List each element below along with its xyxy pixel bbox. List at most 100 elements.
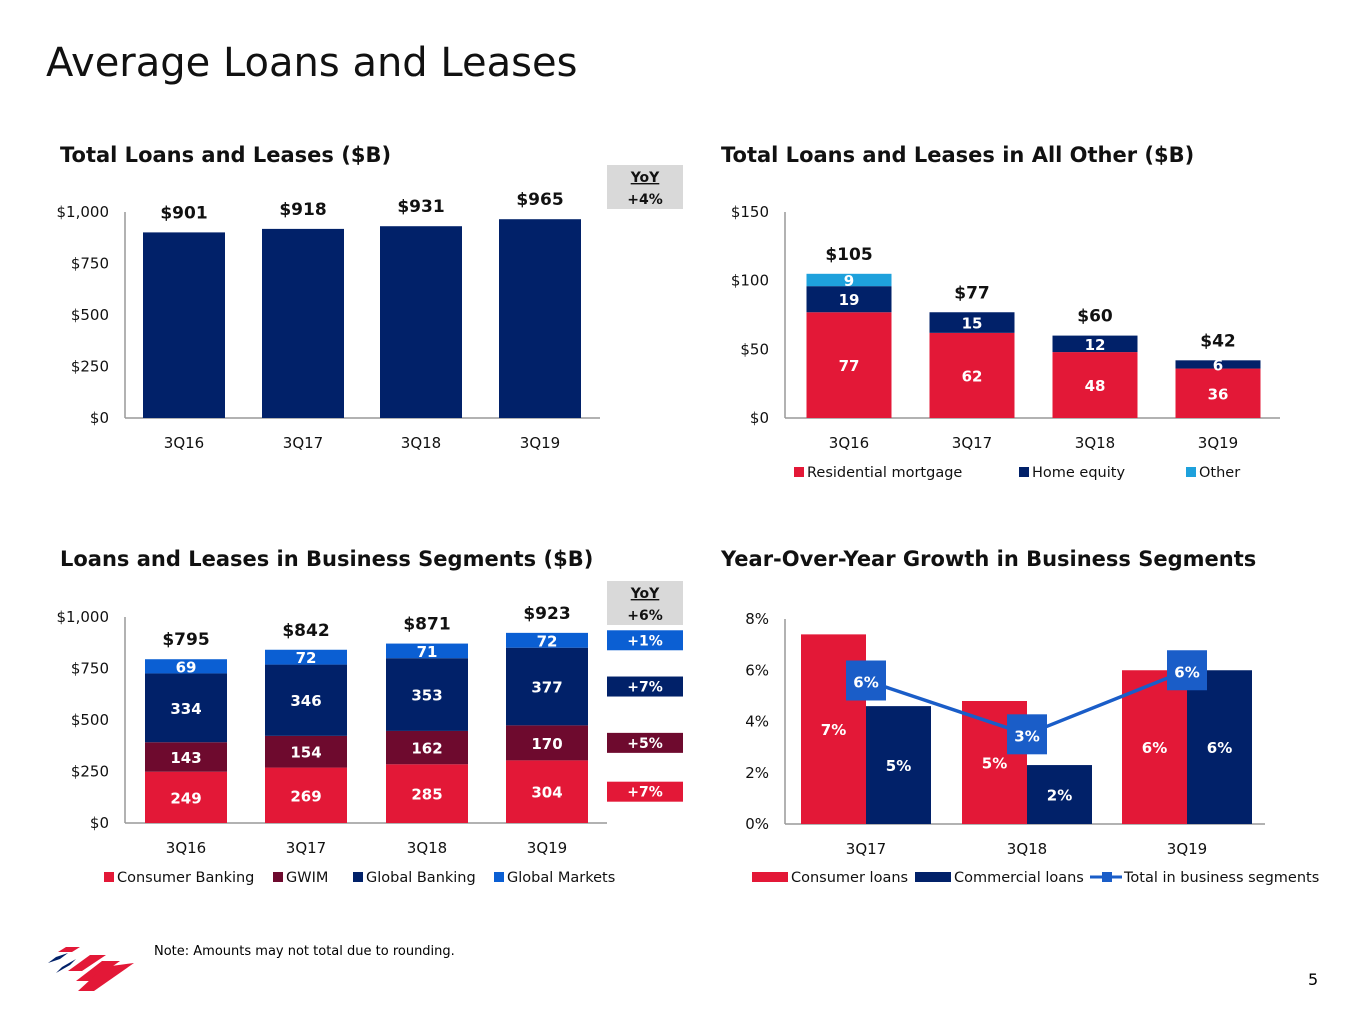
yoy-label: YoY: [630, 586, 660, 602]
y-tick-label: 2%: [745, 764, 769, 782]
segment-value-label: 249: [170, 789, 201, 807]
x-tick-label: 3Q18: [1075, 434, 1115, 452]
segment-value-label: 62: [962, 367, 983, 385]
bar-segment-residential-mortgage: [806, 312, 892, 418]
page-number: 5: [1308, 970, 1319, 989]
segment-value-label: 9: [844, 272, 854, 290]
line-point-label-box: [846, 660, 886, 701]
bar-segment-residential-mortgage: [929, 332, 1015, 418]
y-tick-label: $750: [71, 255, 109, 273]
segment-value-label: 346: [290, 692, 321, 710]
legend-label: Consumer Banking: [117, 870, 254, 886]
bar-segment-global-markets: [265, 649, 347, 665]
legend-item: Other: [1186, 465, 1240, 481]
bar-segment-consumer-banking: [506, 760, 588, 823]
x-tick-label: 3Q16: [829, 434, 869, 452]
segment-value-label: 353: [411, 687, 442, 705]
bar-value-label: $965: [516, 190, 563, 210]
legend-marker: [1102, 872, 1112, 882]
yoy-value: +6%: [627, 608, 663, 624]
segment-value-label: 377: [531, 679, 562, 697]
legend-swatch: [104, 872, 114, 882]
segment-value-label: 48: [1085, 377, 1106, 395]
legend-item: Total in business segments: [1090, 870, 1319, 886]
segment-value-label: 143: [170, 749, 201, 767]
legend-swatch: [1019, 467, 1029, 477]
line-point-label-box: [1007, 714, 1047, 755]
segment-value-label: 6: [1213, 356, 1223, 374]
bar-value-label: $918: [279, 200, 326, 220]
bar-segment-consumer-banking: [265, 767, 347, 823]
legend-item: GWIM: [273, 870, 328, 886]
y-tick-label: $250: [71, 763, 109, 781]
line-point-label: 6%: [1174, 663, 1199, 681]
legend-label: GWIM: [286, 870, 328, 886]
chart-title-business-segments: Loans and Leases in Business Segments ($…: [60, 547, 594, 571]
chart-business-segments: $0 $250 $500 $750 $1,000 3Q16 3Q17 3Q18 3Q19 249 1…: [57, 581, 683, 886]
yoy-box: [607, 165, 683, 209]
bar-segment-consumer-banking: [386, 764, 468, 823]
y-tick-label: $50: [740, 340, 769, 358]
y-tick-label: $150: [731, 203, 769, 221]
yoy-label: YoY: [630, 170, 660, 186]
bar-segment-global-banking: [145, 673, 227, 743]
bar-value-label: 6%: [1142, 739, 1167, 757]
bar-total-label: $842: [282, 621, 329, 641]
legend-item: Global Markets: [494, 870, 615, 886]
bar-value-label: 5%: [886, 757, 911, 775]
legend-item: Residential mortgage: [794, 465, 962, 481]
y-tick-label: $500: [71, 711, 109, 729]
bar-value-label: 2%: [1047, 787, 1072, 805]
x-tick-label: 3Q17: [283, 434, 323, 452]
bar-3Q16: [143, 232, 225, 418]
y-tick-label: $750: [71, 660, 109, 678]
y-tick-label: $0: [90, 814, 109, 832]
footnote: Note: Amounts may not total due to round…: [154, 944, 455, 959]
bar-total-label: $60: [1077, 307, 1113, 327]
yoy-series-value: +7%: [627, 680, 663, 696]
segment-value-label: 15: [962, 315, 983, 333]
x-tick-label: 3Q19: [520, 434, 560, 452]
bar-segment-global-markets: [145, 659, 227, 674]
bar-segment-home-equity: [1175, 360, 1261, 369]
legend-item: Home equity: [1019, 465, 1125, 481]
legend-item: Global Banking: [353, 870, 476, 886]
bar-segment-global-markets: [506, 632, 588, 648]
legend-label: Total in business segments: [1123, 870, 1319, 886]
bar-value-label: $931: [397, 197, 444, 217]
x-tick-label: 3Q16: [164, 434, 204, 452]
segment-value-label: 72: [296, 649, 317, 667]
segment-value-label: 19: [839, 291, 860, 309]
bar-total-label: $871: [403, 615, 450, 635]
bar-segment-global-banking: [386, 658, 468, 731]
yoy-series-value: +5%: [627, 736, 663, 752]
y-tick-label: $500: [71, 306, 109, 324]
bar-segment-global-banking: [506, 647, 588, 726]
yoy-series-box: [607, 732, 683, 753]
x-tick-label: 3Q17: [846, 840, 886, 858]
line-point-label: 3%: [1014, 727, 1039, 745]
legend-label: Commercial loans: [954, 870, 1084, 886]
chart-total-loans: $0 $250 $500 $750 $1,000 3Q16 3Q17 3Q18 3Q19 $901…: [57, 165, 683, 452]
y-tick-label: 0%: [745, 815, 769, 833]
segment-value-label: 69: [176, 658, 197, 676]
legend-swatch: [494, 872, 504, 882]
bar-3Q17: [262, 228, 344, 418]
bar-value-label: 7%: [821, 721, 846, 739]
y-tick-label: 8%: [745, 610, 769, 628]
bar-value-label: 6%: [1207, 739, 1232, 757]
bar-total-label: $77: [954, 283, 990, 303]
segment-value-label: 154: [290, 744, 321, 762]
bar-segment-gwim: [386, 730, 468, 765]
segment-value-label: 269: [290, 787, 321, 805]
legend-swatch: [353, 872, 363, 882]
bar-segment-gwim: [506, 725, 588, 761]
bank-logo: [48, 947, 134, 991]
legend-item: Commercial loans: [915, 870, 1084, 886]
bar-segment-other: [806, 273, 892, 287]
x-tick-label: 3Q18: [401, 434, 441, 452]
x-tick-label: 3Q19: [1198, 434, 1238, 452]
legend-swatch: [794, 467, 804, 477]
legend-item: Consumer loans: [752, 870, 908, 886]
